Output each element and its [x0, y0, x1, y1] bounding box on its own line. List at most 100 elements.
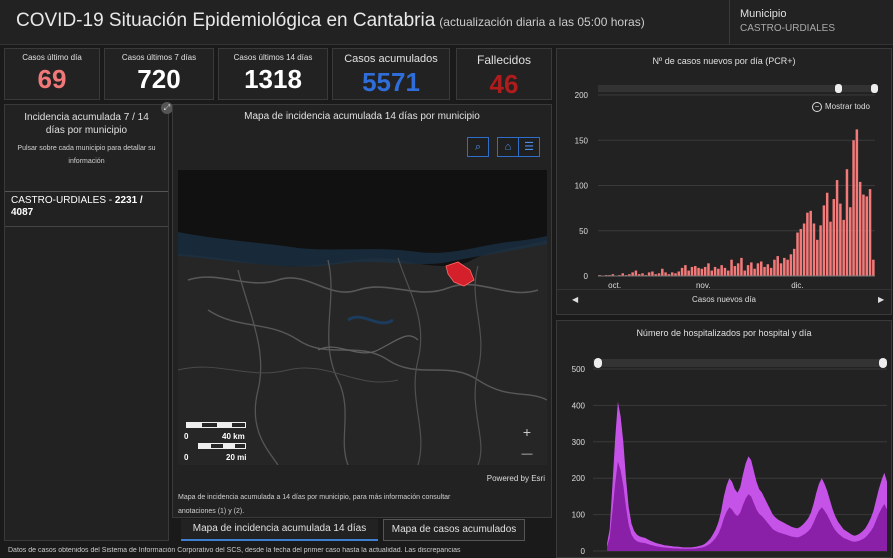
search-icon[interactable]: ⌕ — [467, 137, 489, 157]
bar[interactable] — [713, 266, 717, 276]
bar[interactable] — [641, 273, 644, 276]
range-slider-handle-right[interactable] — [871, 84, 878, 93]
bar[interactable] — [707, 263, 710, 276]
bar[interactable] — [680, 267, 684, 276]
bar[interactable] — [723, 267, 727, 276]
bar[interactable] — [809, 210, 812, 276]
bar[interactable] — [647, 272, 651, 276]
municipio-selector[interactable]: Municipio CASTRO-URDIALES — [729, 0, 893, 45]
bar[interactable] — [806, 212, 809, 276]
range-slider-handle-left[interactable] — [835, 84, 842, 93]
casos-nuevos-chart[interactable]: 0 50 100 150 200 oct. nov. dic. — [557, 69, 891, 305]
list-item[interactable]: CASTRO-URDIALES - 2231 / 4087 — [5, 195, 168, 219]
range-slider-track[interactable] — [593, 359, 887, 367]
bar[interactable] — [720, 265, 723, 276]
bar[interactable] — [654, 274, 657, 276]
bar[interactable] — [865, 196, 869, 276]
bar[interactable] — [849, 207, 852, 276]
zoom-in-button[interactable]: + — [522, 424, 532, 440]
bar[interactable] — [657, 273, 661, 276]
area-series-total[interactable] — [607, 401, 887, 551]
bar[interactable] — [694, 266, 697, 276]
bar[interactable] — [651, 271, 654, 276]
bar[interactable] — [621, 273, 624, 276]
bar[interactable] — [763, 266, 766, 276]
bar[interactable] — [783, 257, 786, 276]
bar[interactable] — [835, 180, 839, 276]
bar[interactable] — [829, 221, 832, 276]
bar[interactable] — [759, 261, 763, 276]
bar[interactable] — [730, 259, 733, 276]
bar[interactable] — [872, 259, 875, 276]
bar[interactable] — [855, 129, 859, 276]
range-slider-handle-left[interactable] — [594, 358, 602, 368]
bar[interactable] — [839, 203, 842, 276]
bar[interactable] — [611, 274, 615, 276]
bar[interactable] — [703, 266, 707, 276]
bar[interactable] — [667, 274, 671, 276]
bar[interactable] — [832, 199, 836, 276]
bar[interactable] — [727, 270, 730, 276]
bar[interactable] — [661, 268, 664, 276]
bar[interactable] — [858, 181, 862, 276]
hospitalizados-chart[interactable]: 0 100 200 300 400 500 — [557, 343, 891, 558]
bar[interactable] — [753, 268, 756, 276]
list-icon[interactable]: ☰ — [518, 137, 540, 157]
bar[interactable] — [786, 259, 789, 276]
bar[interactable] — [852, 140, 855, 276]
bar[interactable] — [789, 254, 793, 276]
bar[interactable] — [766, 264, 770, 276]
bar[interactable] — [822, 205, 826, 276]
bar[interactable] — [825, 192, 829, 276]
bar[interactable] — [779, 263, 783, 276]
bar[interactable] — [743, 270, 746, 276]
bar[interactable] — [690, 266, 694, 276]
zoom-out-button[interactable]: — — [521, 448, 533, 460]
bar[interactable] — [862, 194, 865, 276]
range-slider-track[interactable] — [598, 85, 875, 92]
bar[interactable] — [746, 265, 750, 276]
bar[interactable] — [769, 267, 773, 276]
map-canvas[interactable]: 0 40 km 0 20 mi + — — [178, 170, 547, 465]
bar[interactable] — [816, 239, 819, 276]
bar[interactable] — [664, 272, 667, 276]
bar[interactable] — [750, 262, 753, 276]
tab-casos-acumulados[interactable]: Mapa de casos acumulados — [383, 519, 525, 541]
bar[interactable] — [796, 232, 799, 276]
bar[interactable] — [740, 257, 743, 276]
bar[interactable] — [628, 274, 631, 276]
bar[interactable] — [773, 259, 776, 276]
bar[interactable] — [670, 272, 674, 276]
mostrar-todo-button[interactable]: − Mostrar todo — [812, 102, 870, 112]
bar[interactable] — [845, 169, 849, 276]
bar[interactable] — [736, 263, 740, 276]
bar[interactable] — [687, 270, 690, 276]
bar[interactable] — [677, 271, 681, 276]
bar[interactable] — [700, 268, 704, 276]
bar[interactable] — [799, 228, 803, 276]
area-series-hospital[interactable] — [607, 461, 887, 552]
bar[interactable] — [637, 274, 641, 276]
bar[interactable] — [776, 256, 779, 276]
bar[interactable] — [710, 270, 714, 276]
bar[interactable] — [812, 223, 816, 276]
bar[interactable] — [674, 273, 677, 276]
bar[interactable] — [634, 270, 638, 276]
bar[interactable] — [684, 265, 687, 276]
bar[interactable] — [733, 266, 737, 276]
range-slider-handle-right[interactable] — [879, 358, 887, 368]
bar[interactable] — [756, 263, 760, 276]
esri-attribution[interactable]: Powered by Esri — [486, 474, 545, 483]
scroll-left-icon[interactable]: ◀ — [572, 295, 579, 304]
bar[interactable] — [631, 272, 634, 276]
tab-incidencia-14-dias[interactable]: Mapa de incidencia acumulada 14 días — [181, 519, 378, 541]
scroll-right-icon[interactable]: ▶ — [878, 295, 885, 304]
bar[interactable] — [842, 219, 845, 276]
bar[interactable] — [802, 223, 806, 276]
bar[interactable] — [792, 248, 796, 276]
bar[interactable] — [868, 189, 872, 276]
expand-icon[interactable]: ⤢ — [161, 102, 173, 114]
bar[interactable] — [819, 225, 822, 276]
bar[interactable] — [717, 268, 720, 276]
bar[interactable] — [697, 267, 700, 276]
